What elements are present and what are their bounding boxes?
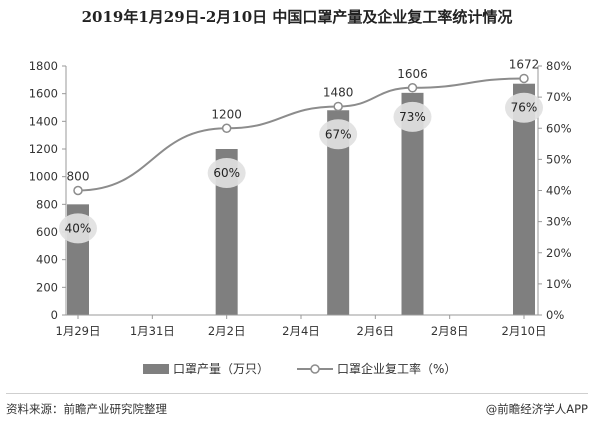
rate-label: 40% <box>65 221 92 235</box>
x-tick-label: 2月6日 <box>357 324 395 338</box>
y-right-tick-label: 30% <box>546 215 572 229</box>
rate-bubble <box>393 101 432 132</box>
y-left-tick-label: 200 <box>36 280 58 294</box>
y-left-tick-label: 0 <box>51 308 58 322</box>
y-left-tick-label: 1200 <box>29 142 58 156</box>
x-tick-label: 1月31日 <box>130 324 175 338</box>
rate-bubble <box>505 92 543 123</box>
recovery-rate-line <box>77 77 525 192</box>
y-right-tick-label: 60% <box>546 121 572 135</box>
y-left-tick-label: 1000 <box>29 170 58 184</box>
brand-credit: @前瞻经济学人APP <box>485 402 588 416</box>
x-tick-label: 2月10日 <box>502 324 547 338</box>
legend-bar-label: 口罩产量（万只） <box>173 362 269 376</box>
x-tick-label: 2月2日 <box>208 324 246 338</box>
legend-bar-swatch <box>143 364 169 374</box>
y-left-tick-label: 1400 <box>29 114 58 128</box>
footer-divider <box>6 393 588 394</box>
x-tick-label: 2月4日 <box>282 324 320 338</box>
chart-title: 2019年1月29日-2月10日 中国口罩产量及企业复工率统计情况 <box>81 8 513 26</box>
y-right-tick-label: 70% <box>546 90 572 104</box>
legend-line-label: 口罩企业复工率（%） <box>337 361 456 376</box>
bar <box>327 110 350 316</box>
y-right-tick-label: 20% <box>546 246 572 260</box>
y-right-tick-label: 50% <box>546 152 572 166</box>
rate-bubble <box>59 213 97 244</box>
y-left-tick-label: 600 <box>36 225 58 239</box>
bar <box>215 149 238 315</box>
bar-value-label: 1672 <box>509 57 540 71</box>
rate-bubble <box>319 119 358 150</box>
rate-label: 73% <box>399 110 426 124</box>
y-left-tick-label: 800 <box>36 197 58 211</box>
line-point <box>407 83 418 93</box>
bar-value-label: 1606 <box>397 67 428 81</box>
bar <box>401 92 424 315</box>
bar-value-label: 800 <box>67 170 90 184</box>
line-point <box>333 101 343 112</box>
y-right-tick-label: 80% <box>546 59 572 73</box>
line-point <box>221 123 232 133</box>
y-left-tick-label: 1800 <box>29 59 58 73</box>
y-right-tick-label: 0% <box>546 308 564 322</box>
bar-value-label: 1480 <box>323 85 354 99</box>
rate-label: 67% <box>325 127 352 141</box>
line-point <box>519 73 529 84</box>
y-right-tick-label: 10% <box>546 277 572 291</box>
source-note: 资料来源：前瞻产业研究院整理 <box>6 402 167 416</box>
bar-value-label: 1200 <box>211 107 242 121</box>
y-right-tick-label: 40% <box>546 184 572 198</box>
x-tick-label: 2月8日 <box>431 324 469 338</box>
rate-label: 76% <box>511 101 538 115</box>
y-left-tick-label: 1600 <box>29 87 58 101</box>
bar <box>513 83 535 315</box>
legend-line-marker <box>310 364 320 374</box>
rate-bubble <box>207 158 246 188</box>
rate-label: 60% <box>213 166 240 180</box>
line-point <box>73 185 83 196</box>
y-left-tick-label: 400 <box>36 253 58 267</box>
x-tick-label: 1月29日 <box>56 324 101 338</box>
